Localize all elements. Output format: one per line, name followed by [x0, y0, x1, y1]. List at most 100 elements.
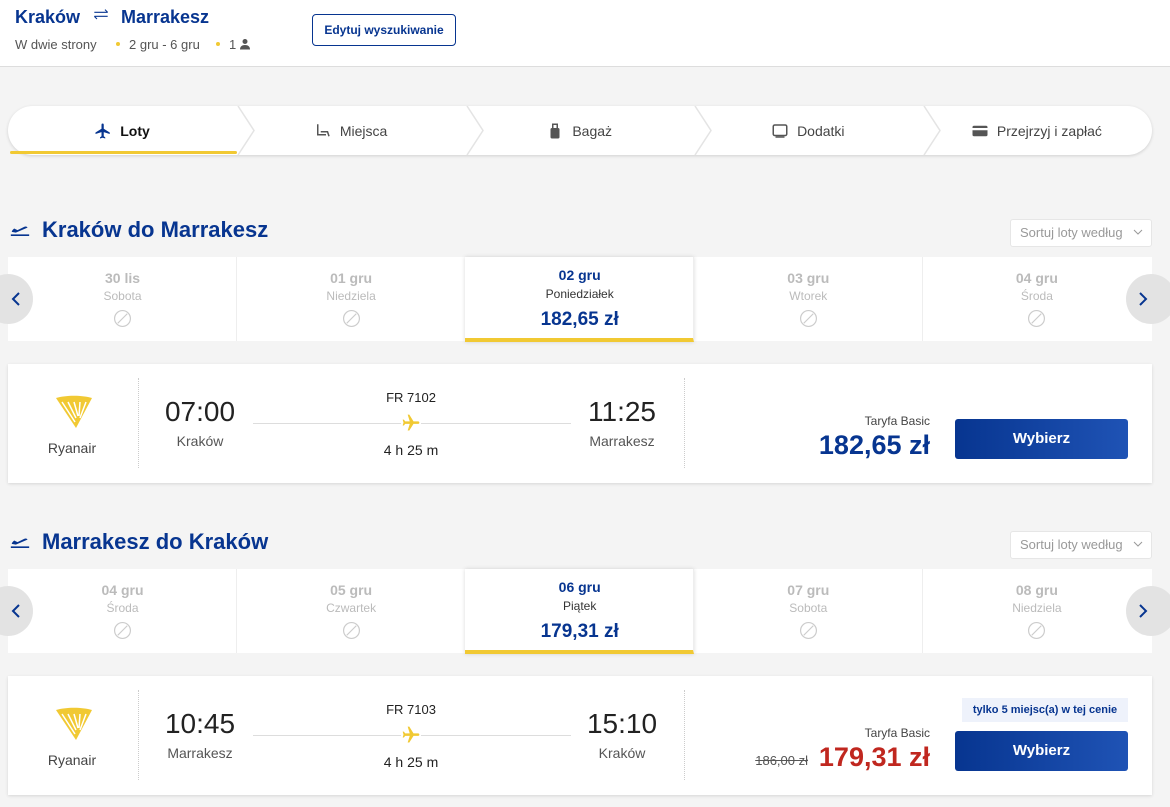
flight-number: FR 7103: [386, 702, 436, 717]
step[interactable]: Przejrzyj i zapłać: [926, 106, 1146, 155]
price: 182,65 zł: [818, 430, 930, 460]
weekday: Wtorek: [789, 289, 828, 303]
fare: Taryfa Basic: [864, 414, 930, 428]
step-label: Miejsca: [339, 122, 388, 139]
arrival-time: 15:10: [586, 708, 658, 739]
date: 06 gru: [558, 579, 601, 595]
dot: [116, 42, 120, 46]
date: 08 gru: [1015, 582, 1058, 598]
date: 07 gru: [787, 582, 830, 598]
date-cell[interactable]: 04 gru Środa: [8, 569, 237, 653]
departure-city: Marrakesz: [167, 745, 233, 761]
date: 02 gru: [558, 267, 601, 283]
duration: 4 h 25 m: [383, 754, 439, 770]
step-label: Dodatki: [797, 122, 845, 139]
origin: Kraków: [15, 7, 81, 27]
arrival-time: 11:25: [588, 396, 656, 427]
step-chevron: [923, 106, 941, 155]
duration: 4 h 25 m: [383, 442, 439, 458]
chevron-left: [11, 604, 20, 618]
dot: [216, 42, 220, 46]
date: 03 gru: [787, 270, 830, 286]
step[interactable]: Dodatki: [698, 106, 918, 155]
active-step-underline: [10, 151, 237, 154]
flight-card: Ryanair 07:00 Kraków FR 7102 4 h 25 m 11:25 Ma…: [8, 364, 1152, 483]
no-flight-icon: [113, 309, 132, 328]
trip-type: W dwie strony: [15, 37, 97, 52]
date: 01 gru: [330, 270, 373, 286]
step-icon: [772, 123, 788, 138]
weekday: Poniedziałek: [545, 287, 614, 301]
step-icon: [316, 123, 330, 136]
date-cell[interactable]: 01 gru Niedziela: [237, 257, 466, 341]
step-chevron: [694, 106, 713, 155]
passengers: 1: [229, 37, 237, 52]
date: 05 gru: [330, 582, 373, 598]
separator: [138, 378, 139, 468]
seats-notice: tylko 5 miejsc(a) w tej cenie: [962, 698, 1128, 722]
step-icon: [972, 125, 988, 136]
departure-icon: [10, 538, 30, 548]
step-chevron: [465, 106, 484, 155]
destination: Marrakesz: [121, 7, 210, 27]
edit-button[interactable]: Edytuj wyszukiwanie: [312, 14, 456, 46]
date: 04 gru: [101, 582, 144, 598]
section-title: Kraków do Marrakesz: [42, 217, 269, 242]
no-flight-icon: [799, 309, 817, 328]
date-cell[interactable]: 04 gru Środa: [922, 257, 1151, 341]
flight-number: FR 7102: [386, 390, 436, 405]
chevron-down: [1133, 229, 1143, 235]
step[interactable]: Loty: [12, 106, 232, 155]
weekday: Środa: [1020, 289, 1053, 303]
next-arrow[interactable]: [1126, 586, 1170, 636]
dates: 2 gru - 6 gru: [129, 37, 200, 52]
weekday: Niedziela: [326, 289, 376, 303]
airline: Ryanair: [47, 440, 97, 456]
steps-bar: [8, 106, 1152, 155]
separator: [684, 378, 685, 468]
airline-logo: [56, 707, 92, 740]
chevron-right: [1139, 292, 1148, 306]
departure-time: 07:00: [164, 396, 236, 427]
no-flight-icon: [342, 309, 360, 328]
select-button[interactable]: Wybierz: [955, 419, 1128, 459]
date-price: 182,65 zł: [540, 309, 619, 330]
departure-time: 10:45: [164, 708, 236, 739]
date: 30 lis: [104, 270, 141, 286]
fare: Taryfa Basic: [864, 726, 930, 740]
airline-logo: [56, 395, 92, 428]
old-price: 186,00 zł: [755, 753, 808, 768]
date: 04 gru: [1015, 270, 1058, 286]
step[interactable]: Miejsca: [241, 106, 461, 155]
chevron-right: [1139, 604, 1148, 618]
select-button[interactable]: Wybierz: [955, 731, 1128, 771]
route-plane: [401, 412, 421, 434]
date-cell[interactable]: 02 gru Poniedziałek 182,65 zł: [465, 257, 695, 342]
step-chevron: [237, 106, 255, 155]
arrival-city: Kraków: [598, 745, 646, 761]
arrival-city: Marrakesz: [589, 433, 655, 449]
weekday: Sobota: [103, 289, 142, 303]
no-flight-icon: [1028, 621, 1046, 640]
flight-card: Ryanair 10:45 Marrakesz FR 7103 4 h 25 m 15:1…: [8, 676, 1152, 795]
airline: Ryanair: [47, 752, 97, 768]
date-cell[interactable]: 05 gru Czwartek: [237, 569, 466, 653]
step[interactable]: Bagaż: [469, 106, 689, 155]
step-icon: [550, 123, 560, 138]
sort-dropdown[interactable]: Sortuj loty według: [1010, 531, 1152, 559]
step-label: Przejrzyj i zapłać: [996, 122, 1102, 139]
no-flight-icon: [799, 621, 817, 640]
date-cell[interactable]: 06 gru Piątek 179,31 zł: [465, 569, 695, 654]
header: [0, 0, 1170, 67]
date-cell[interactable]: 30 lis Sobota: [8, 257, 237, 341]
separator: [684, 690, 685, 780]
price: 179,31 zł: [818, 742, 930, 772]
next-arrow[interactable]: [1126, 274, 1170, 324]
date-cell[interactable]: 07 gru Sobota: [694, 569, 923, 653]
weekday: Piątek: [563, 599, 597, 613]
departure-city: Kraków: [176, 433, 224, 449]
date-cell[interactable]: 03 gru Wtorek: [694, 257, 923, 341]
sort-dropdown[interactable]: Sortuj loty według: [1010, 219, 1152, 247]
date-cell[interactable]: 08 gru Niedziela: [922, 569, 1151, 653]
